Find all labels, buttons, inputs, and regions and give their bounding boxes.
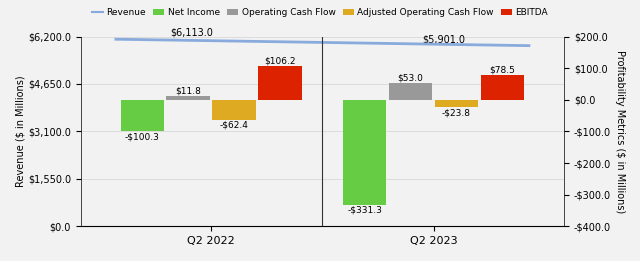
Text: -$331.3: -$331.3 bbox=[348, 205, 382, 215]
Text: -$62.4: -$62.4 bbox=[220, 120, 248, 129]
Bar bbox=[166, 96, 210, 100]
Bar bbox=[435, 100, 478, 107]
Bar bbox=[389, 83, 433, 100]
Bar bbox=[343, 100, 387, 205]
Bar bbox=[259, 66, 302, 100]
Text: -$23.8: -$23.8 bbox=[442, 108, 471, 117]
Bar bbox=[212, 100, 256, 120]
Y-axis label: Revenue ($ in Millions): Revenue ($ in Millions) bbox=[15, 76, 25, 187]
Bar bbox=[481, 75, 524, 100]
Legend: Revenue, Net Income, Operating Cash Flow, Adjusted Operating Cash Flow, EBITDA: Revenue, Net Income, Operating Cash Flow… bbox=[88, 4, 552, 21]
Text: $106.2: $106.2 bbox=[264, 56, 296, 65]
Text: $53.0: $53.0 bbox=[397, 73, 424, 82]
Y-axis label: Profitability Metrics ($ in Millions): Profitability Metrics ($ in Millions) bbox=[615, 50, 625, 213]
Text: $5,901.0: $5,901.0 bbox=[422, 34, 465, 44]
Text: $78.5: $78.5 bbox=[490, 65, 515, 74]
Text: $11.8: $11.8 bbox=[175, 86, 201, 95]
Bar bbox=[120, 100, 164, 132]
Text: $6,113.0: $6,113.0 bbox=[170, 28, 213, 38]
Text: -$100.3: -$100.3 bbox=[125, 132, 160, 141]
